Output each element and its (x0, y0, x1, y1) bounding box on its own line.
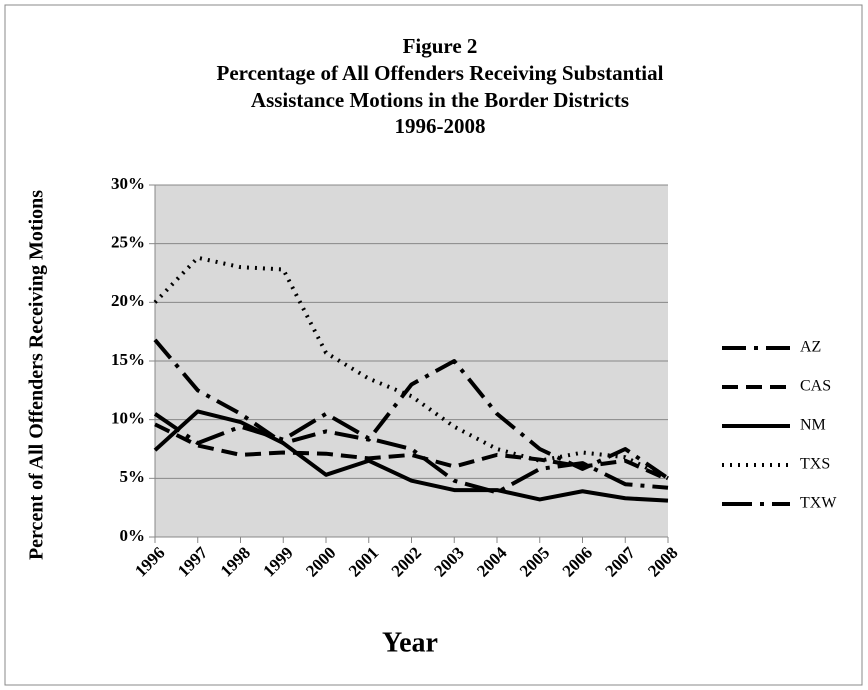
chart-title: 1996-2008 (395, 114, 486, 138)
chart-title: Figure 2 (403, 34, 478, 58)
series-line (153, 255, 669, 481)
y-axis-title: Percent of All Offenders Receiving Motio… (26, 190, 48, 560)
series-line (153, 338, 670, 480)
y-tick-label: 25% (111, 233, 145, 252)
legend-label: TXS (800, 456, 830, 473)
chart-title: Percentage of All Offenders Receiving Su… (217, 61, 664, 85)
series-line (154, 422, 669, 482)
x-axis-title: Year (382, 627, 438, 658)
chart-title: Assistance Motions in the Border Distric… (251, 88, 629, 112)
legend-label: AZ (800, 339, 821, 356)
y-tick-label: 0% (120, 526, 146, 545)
y-tick-label: 5% (120, 467, 146, 486)
series-line (153, 411, 669, 495)
legend-label: CAS (800, 378, 831, 395)
legend-label: NM (800, 417, 826, 434)
y-tick-label: 20% (111, 291, 145, 310)
series-line (153, 409, 669, 503)
y-tick-label: 30% (111, 174, 145, 193)
legend-label: TXW (800, 495, 837, 512)
y-tick-label: 10% (111, 409, 145, 428)
y-tick-label: 15% (111, 350, 145, 369)
